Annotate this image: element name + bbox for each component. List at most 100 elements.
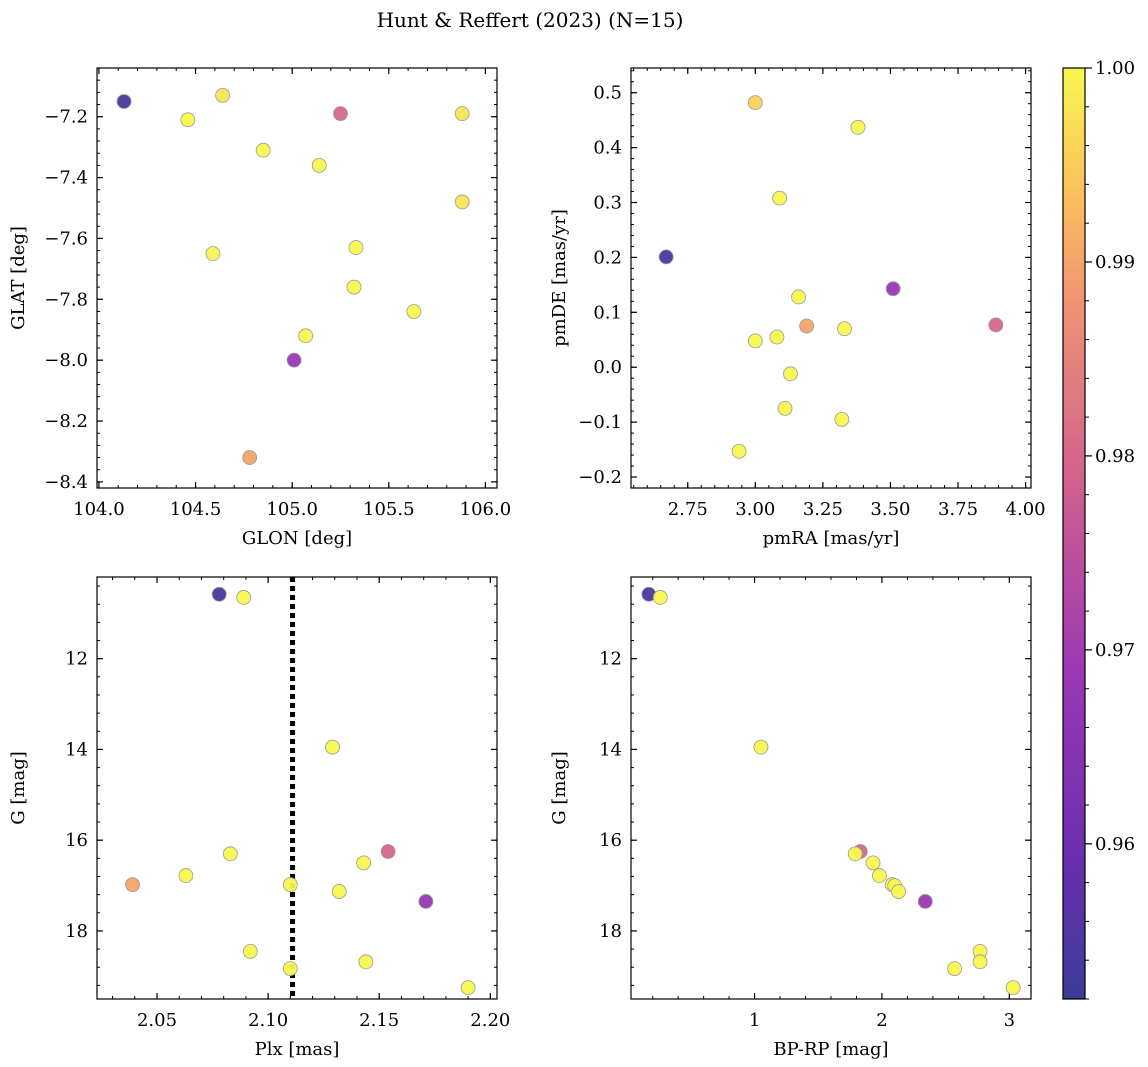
y-axis-label: GLAT [deg]: [8, 226, 29, 330]
data-point: [242, 943, 258, 959]
x-tick-label: 3.75: [938, 499, 978, 520]
y-tick-label: 12: [599, 649, 622, 670]
y-tick-label: 0.3: [593, 193, 622, 214]
data-point: [947, 961, 962, 976]
y-tick-label: −7.4: [44, 168, 88, 189]
x-tick-label: 3.00: [735, 499, 775, 520]
data-point: [205, 246, 221, 262]
plot-frame: [96, 67, 498, 489]
x-tick-label: 3: [1004, 1010, 1015, 1031]
data-point: [348, 240, 364, 255]
data-point: [769, 329, 785, 345]
y-tick-label: 18: [65, 921, 88, 942]
x-tick-label: 106.0: [460, 499, 512, 520]
y-tick-label: 0.4: [593, 138, 622, 159]
y-tick-label: 14: [599, 739, 622, 760]
y-tick-label: 0.1: [593, 302, 622, 323]
data-point: [658, 249, 674, 265]
x-tick-label: 2: [876, 1010, 887, 1031]
data-point: [460, 980, 476, 996]
y-tick-label: −8.4: [44, 472, 88, 493]
data-point: [753, 739, 769, 755]
data-point: [116, 94, 132, 109]
colorbar-tick-label: 0.96: [1095, 834, 1135, 855]
x-tick-label: 2.15: [359, 1010, 399, 1031]
data-point: [331, 884, 347, 899]
data-point: [282, 961, 298, 976]
data-point: [891, 884, 906, 899]
y-tick-label: 18: [599, 921, 622, 942]
plot-frame: [630, 576, 1032, 1000]
data-point: [837, 321, 852, 337]
data-point: [180, 112, 196, 128]
data-point: [872, 868, 887, 883]
y-tick-label: 0.0: [593, 357, 622, 378]
data-point: [178, 868, 194, 883]
data-point: [125, 877, 140, 893]
x-tick-label: 2.75: [668, 499, 708, 520]
x-axis-label: pmRA [mas/yr]: [763, 528, 900, 549]
y-tick-label: −7.2: [44, 107, 88, 128]
colorbar-tick-label: 0.97: [1095, 640, 1135, 661]
data-point: [311, 157, 327, 173]
y-tick-label: −0.2: [578, 467, 622, 488]
data-point: [731, 443, 747, 459]
data-point: [885, 281, 901, 297]
data-point: [356, 855, 372, 871]
data-point: [783, 366, 798, 382]
x-tick-label: 104.0: [73, 499, 125, 520]
data-point: [358, 954, 374, 970]
x-tick-label: 1: [749, 1010, 760, 1031]
x-axis-label: GLON [deg]: [242, 528, 352, 549]
x-tick-label: 104.5: [170, 499, 222, 520]
data-point: [454, 194, 470, 210]
x-tick-label: 2.05: [137, 1010, 177, 1031]
data-point: [380, 844, 396, 859]
y-tick-label: 12: [65, 649, 88, 670]
y-tick-label: −7.8: [44, 289, 88, 310]
data-point: [346, 279, 362, 295]
data-point: [215, 87, 231, 103]
data-point: [834, 411, 850, 427]
data-point: [850, 119, 866, 135]
data-point: [211, 586, 227, 602]
panels: 104.0 104.5 105.0 105.5 106.0 −7.2 −7.4 −7.6 −7.…: [8, 67, 1046, 1060]
panel-3: 2.05 2.10 2.15 2.20 12 14 16 18 Plx [mas] G [mag]: [8, 576, 510, 1060]
data-point: [777, 400, 793, 416]
data-point: [236, 590, 252, 605]
x-axis-label: Plx [mas]: [255, 1039, 340, 1060]
data-point: [298, 328, 314, 344]
y-axis-label: G [mag]: [549, 751, 570, 824]
data-point: [333, 106, 348, 122]
data-point: [282, 877, 298, 893]
data-point: [988, 317, 1004, 333]
data-point: [799, 318, 815, 334]
y-axis-label: G [mag]: [8, 751, 29, 824]
figure-title: Hunt & Reffert (2023) (N=15): [377, 8, 684, 32]
y-tick-label: 14: [65, 739, 88, 760]
x-tick-label: 105.0: [266, 499, 318, 520]
data-point: [1005, 980, 1021, 996]
y-tick-label: 16: [65, 830, 88, 851]
plot-frame: [630, 67, 1032, 489]
y-tick-label: −8.2: [44, 411, 88, 432]
panel-2: 2.75 3.00 3.25 3.50 3.75 4.00 0.5 0.4 0.3 0.2 0.1 0…: [549, 67, 1046, 549]
colorbar-tick-label: 0.99: [1095, 252, 1135, 273]
colorbar-tick-label: 0.98: [1095, 446, 1135, 467]
data-point: [652, 590, 668, 605]
data-point: [791, 289, 806, 305]
x-axis-label: BP-RP [mag]: [773, 1039, 888, 1060]
data-point: [772, 190, 788, 206]
data-point: [917, 894, 933, 909]
x-tick-label: 2.10: [248, 1010, 288, 1031]
colorbar-tick-label: 1.00: [1095, 58, 1135, 79]
y-tick-label: −7.6: [44, 228, 88, 249]
x-tick-label: 105.5: [363, 499, 415, 520]
y-tick-label: 0.5: [593, 83, 622, 104]
x-tick-label: 3.25: [803, 499, 843, 520]
data-point: [255, 142, 271, 158]
data-point: [865, 855, 881, 871]
data-point: [747, 333, 763, 349]
data-point: [406, 304, 422, 319]
